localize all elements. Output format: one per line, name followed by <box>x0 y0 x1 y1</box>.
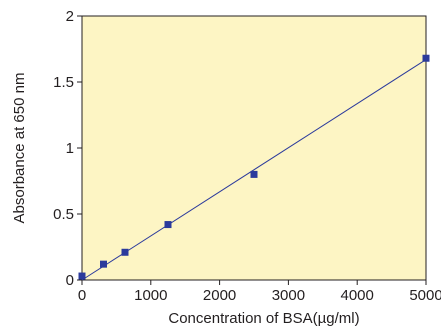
data-point-marker <box>121 248 129 256</box>
x-tick-label: 4000 <box>341 287 374 304</box>
y-tick-label: 1 <box>66 140 74 157</box>
data-point-marker <box>422 54 430 62</box>
y-tick-label: 0.5 <box>53 206 74 223</box>
trendline <box>81 59 427 281</box>
data-markers <box>78 54 430 280</box>
plot-area <box>81 15 427 281</box>
x-tick-label: 0 <box>78 287 86 304</box>
data-point-marker <box>78 272 86 280</box>
data-point-marker <box>164 221 172 229</box>
axis-ticks <box>77 15 427 285</box>
y-tick-label: 1.5 <box>53 74 74 91</box>
data-point-marker <box>100 260 107 268</box>
x-tick-label: 5000 <box>409 287 441 304</box>
data-point-marker <box>250 170 258 178</box>
x-axis-label: Concentration of BSA(µg/ml) <box>168 310 359 327</box>
axis-tick-labels: 0 1000 2000 3000 4000 5000 0 0.5 1 1.5 2 <box>53 8 441 304</box>
x-tick-label: 2000 <box>203 287 236 304</box>
x-tick-label: 1000 <box>134 287 167 304</box>
x-tick-label: 3000 <box>272 287 305 304</box>
y-tick-label: 0 <box>66 272 74 289</box>
y-tick-label: 2 <box>66 8 74 25</box>
trendline-layer <box>81 59 427 281</box>
y-axis-label: Absorbance at 650 nm <box>11 73 28 224</box>
